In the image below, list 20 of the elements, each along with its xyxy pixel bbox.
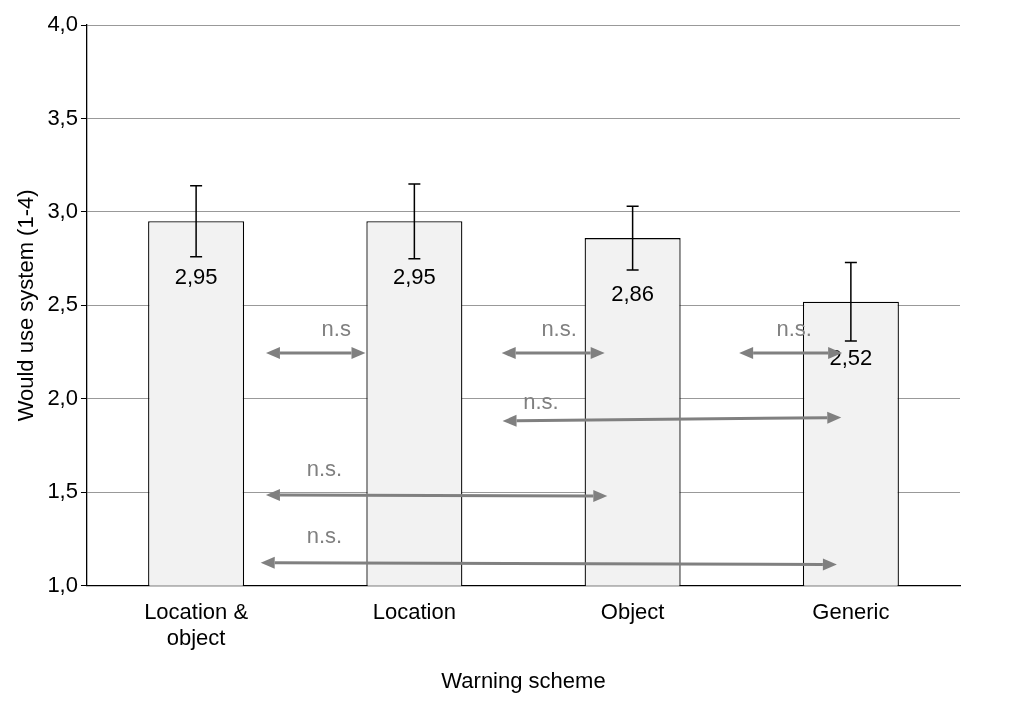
y-tick-label: 3,0	[47, 198, 78, 223]
x-tick-label: Location	[372, 599, 456, 625]
y-tick-label: 2,5	[47, 291, 78, 317]
data-label: 2,95	[392, 264, 436, 290]
annotation: n.s	[321, 316, 351, 342]
annotation: n.s.	[541, 316, 577, 342]
data-label: 2,95	[174, 264, 218, 290]
x-tick-label: Location & object	[144, 599, 249, 651]
x-axis-title: Warning scheme	[441, 667, 606, 693]
y-tick-label: 3,5	[47, 104, 78, 130]
y-tick-label: 4,0	[47, 11, 78, 37]
data-label: 2,86	[611, 281, 655, 307]
annotation: n.s.	[306, 455, 343, 481]
y-tick-label: 1,0	[47, 571, 78, 597]
y-tick-label: 2,0	[47, 384, 78, 410]
x-tick-label: Generic	[812, 599, 890, 625]
annotation: n.s.	[306, 523, 343, 549]
y-tick-label: 1,5	[47, 478, 78, 504]
x-tick-label: Object	[600, 599, 665, 625]
y-axis-title: Would use system (1-4)	[13, 189, 39, 422]
